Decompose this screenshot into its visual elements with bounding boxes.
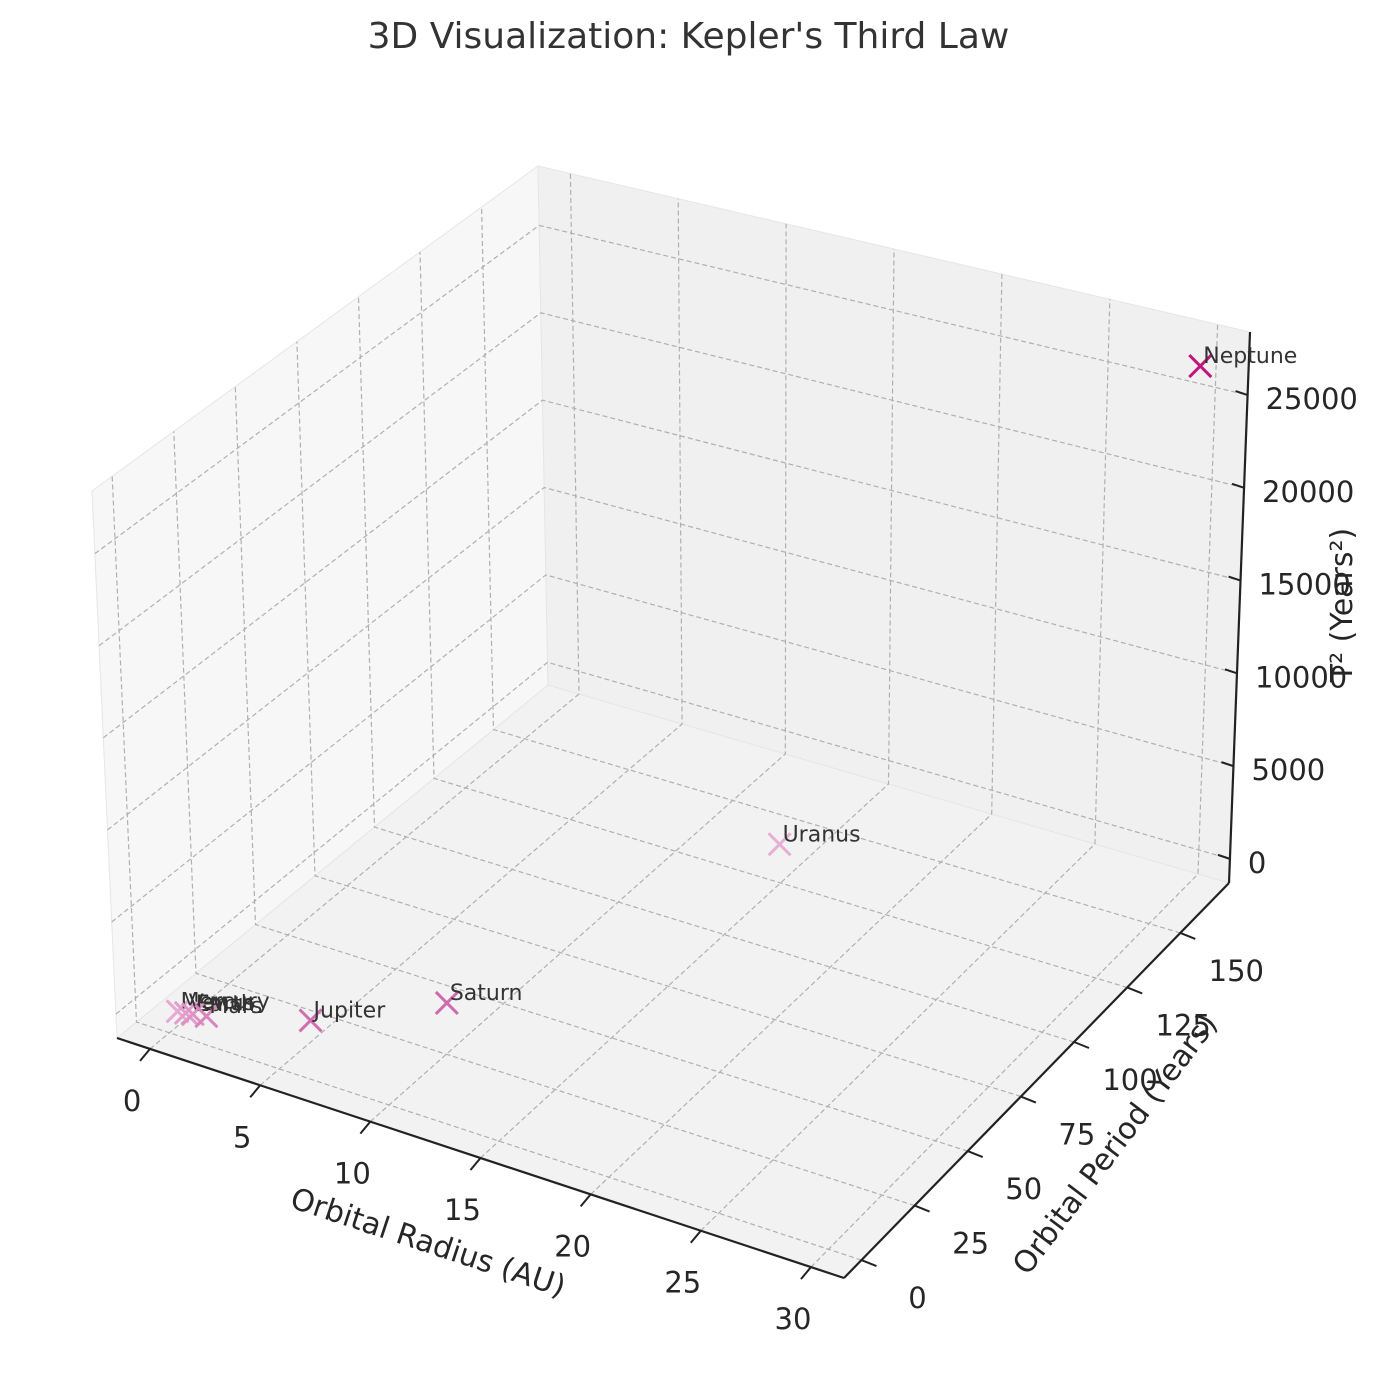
z-tick-label: 10000 [1255, 660, 1347, 694]
x-tick-mark [690, 1230, 702, 1244]
z-tick-mark [1231, 482, 1245, 489]
y-gridline [419, 251, 1128, 989]
x-tick-label: 15 [444, 1193, 481, 1227]
z-gridline [115, 661, 1231, 1015]
z-axis-label: T² (Years²) [1325, 528, 1360, 683]
z-tick-label: 0 [1248, 846, 1266, 880]
z-tick-label: 5000 [1251, 753, 1325, 787]
x-tick-mark [579, 1193, 592, 1208]
y-gridline [111, 476, 862, 1261]
x-tick-mark [249, 1084, 261, 1098]
y-tick-mark [1179, 932, 1196, 940]
marker-mercury [165, 999, 190, 1024]
x-tick-label: 0 [123, 1084, 141, 1118]
y-axis-line [843, 882, 1230, 1279]
point-label-uranus: Uranus [783, 822, 861, 847]
z-tick-mark [1217, 853, 1231, 860]
y-gridline [173, 431, 915, 1207]
z-tick-label: 20000 [1262, 475, 1354, 509]
z-gridline [102, 399, 1241, 739]
y-tick-mark [1126, 986, 1143, 995]
y-gridline [234, 386, 968, 1152]
z-tick-mark [1228, 575, 1241, 582]
z-axis-line [1227, 331, 1252, 884]
point-label-earth: Earth [196, 992, 255, 1017]
z-gridline [111, 574, 1234, 923]
x-gridline [259, 198, 683, 1086]
marker-neptune [1188, 354, 1213, 379]
z-tick-mark [1221, 761, 1234, 768]
y-tick-label: 25 [952, 1227, 989, 1261]
y-tick-mark [914, 1204, 930, 1213]
z-gridline [98, 312, 1245, 647]
y-tick-label: 150 [1209, 954, 1264, 988]
y-tick-label: 100 [1102, 1063, 1157, 1097]
y-gridline [357, 296, 1075, 1043]
z-tick-mark [1224, 668, 1238, 675]
chart-title: 3D Visualization: Kepler's Third Law [367, 16, 1010, 57]
x-axis-label: Orbital Radius (AU) [286, 1181, 570, 1304]
marker-mars [194, 1004, 219, 1029]
x-tick-mark [800, 1266, 812, 1280]
point-label-saturn: Saturn [450, 981, 523, 1006]
y-tick-label: 0 [908, 1281, 926, 1315]
z-tick-mark [1235, 390, 1248, 397]
point-label-neptune: Neptune [1203, 344, 1297, 369]
x-tick-label: 20 [554, 1229, 591, 1263]
x-tick-mark [139, 1048, 151, 1062]
y-tick-label: 75 [1058, 1118, 1095, 1152]
z-tick-label: 25000 [1266, 382, 1358, 416]
x-tick-mark [359, 1120, 372, 1135]
x-gridline [149, 173, 580, 1050]
x-gridline [700, 299, 1111, 1232]
x-gridline [480, 248, 895, 1159]
marker-saturn [434, 990, 459, 1015]
y-tick-mark [861, 1259, 877, 1268]
point-label-jupiter: Jupiter [312, 998, 387, 1023]
y-tick-label: 50 [1005, 1172, 1042, 1206]
z-tick-label: 15000 [1259, 568, 1351, 602]
x-tick-label: 10 [334, 1157, 371, 1191]
marker-uranus [767, 832, 792, 857]
point-label-mars: Mars [209, 994, 262, 1019]
y-tick-mark [1073, 1041, 1090, 1049]
y-tick-mark [967, 1150, 984, 1158]
point-label-venus: Venus [189, 991, 255, 1016]
x-gridline [590, 274, 1003, 1195]
marker-jupiter [298, 1008, 323, 1033]
y-gridline [481, 207, 1181, 934]
y-tick-label: 125 [1155, 1008, 1210, 1042]
z-gridline [107, 486, 1238, 831]
x-tick-label: 5 [233, 1120, 251, 1154]
x-tick-label: 30 [775, 1302, 812, 1336]
y-tick-mark [1020, 1095, 1037, 1104]
y-gridline [296, 341, 1022, 1098]
marker-venus [173, 1000, 198, 1026]
x-tick-mark [469, 1157, 482, 1171]
z-gridline [94, 224, 1248, 555]
x-gridline [369, 223, 787, 1123]
x-tick-label: 25 [664, 1266, 701, 1300]
